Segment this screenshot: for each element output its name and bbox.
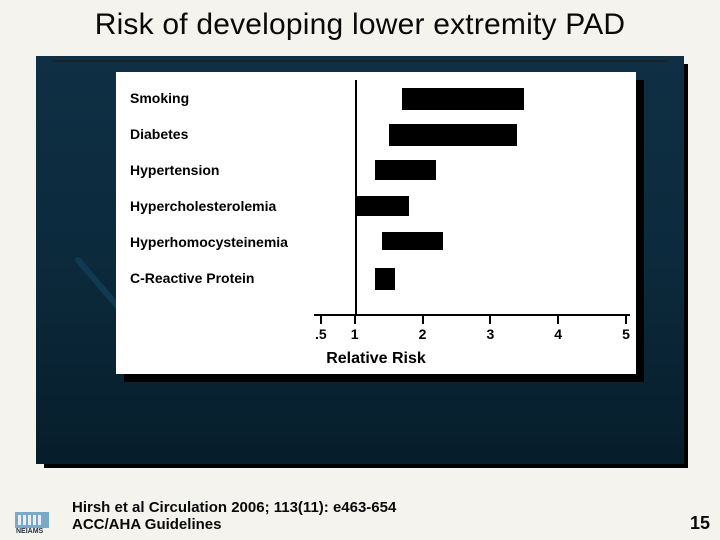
tick-label: 2 <box>419 326 427 342</box>
tick <box>320 316 322 324</box>
risk-bar <box>375 268 395 290</box>
risk-factor-label: Smoking <box>130 90 326 106</box>
risk-factor-label: Hypercholesterolemia <box>130 198 326 214</box>
risk-factor-label: Hypertension <box>130 162 326 178</box>
content-panel: Relative Risk .5 1 2 3 4 5 Smoking Diabetes Hype… <box>36 56 684 464</box>
citation-line-1: Hirsh et al Circulation 2006; 113(11): e… <box>72 499 396 517</box>
risk-factor-label: C-Reactive Protein <box>130 270 326 286</box>
tick-label: 4 <box>554 326 562 342</box>
neiams-logo: NEIAMS <box>14 506 68 534</box>
slide-title: Risk of developing lower extremity PAD <box>0 8 720 42</box>
tick-label: 5 <box>622 326 630 342</box>
risk-bar <box>382 232 443 250</box>
citation: Hirsh et al Circulation 2006; 113(11): e… <box>72 499 396 534</box>
risk-bar <box>402 88 524 110</box>
tick-label: 1 <box>351 326 359 342</box>
panel-top-rule <box>52 60 668 62</box>
slide-root: Risk of developing lower extremity PAD R… <box>0 0 720 540</box>
tick-label: .5 <box>315 326 327 342</box>
risk-bar <box>355 196 409 216</box>
relative-risk-chart: Relative Risk .5 1 2 3 4 5 Smoking Diabetes Hype… <box>116 72 636 374</box>
tick <box>422 316 424 324</box>
tick-label: 3 <box>486 326 494 342</box>
risk-factor-label: Diabetes <box>130 126 326 142</box>
x-axis-label: Relative Risk <box>116 350 636 368</box>
tick <box>489 316 491 324</box>
axis-horizontal <box>314 314 630 316</box>
svg-text:NEIAMS: NEIAMS <box>16 528 44 534</box>
tick <box>625 316 627 324</box>
page-number: 15 <box>690 513 710 534</box>
tick <box>354 316 356 324</box>
risk-factor-label: Hyperhomocysteinemia <box>130 234 326 250</box>
risk-bar <box>375 160 436 180</box>
tick <box>557 316 559 324</box>
citation-line-2: ACC/AHA Guidelines <box>72 516 396 534</box>
panel-bg: Relative Risk .5 1 2 3 4 5 Smoking Diabetes Hype… <box>36 56 684 464</box>
risk-bar <box>389 124 518 146</box>
